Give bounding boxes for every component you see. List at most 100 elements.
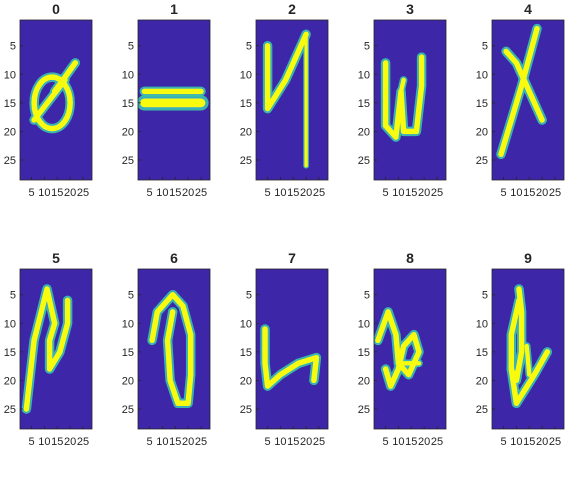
y-tick-label: 20: [358, 375, 370, 387]
axes-box: [255, 19, 329, 181]
x-tick-label: 15: [169, 436, 181, 448]
y-tick-label: 10: [4, 69, 16, 81]
x-tick-label: 15: [287, 187, 299, 199]
y-tick-label: 25: [240, 404, 252, 416]
axes-box: [137, 268, 211, 430]
x-tick-label: 20: [418, 187, 430, 199]
y-tick-label: 5: [482, 290, 488, 302]
y-tick-label: 15: [358, 347, 370, 359]
y-tick-label: 25: [240, 155, 252, 167]
x-tick-label: 10: [510, 187, 522, 199]
x-tick-label: 10: [392, 187, 404, 199]
x-tick-label: 20: [536, 436, 548, 448]
digit-stroke: [508, 286, 525, 384]
digit-stroke: [524, 343, 532, 377]
y-tick-label: 15: [358, 98, 370, 110]
panel-title: 2: [288, 1, 296, 17]
y-tick-label: 20: [358, 126, 370, 138]
panel-title: 0: [52, 1, 60, 17]
y-tick-label: 5: [364, 290, 370, 302]
x-tick-label: 5: [147, 187, 153, 199]
digit-stroke: [262, 326, 320, 389]
x-tick-label: 25: [549, 436, 561, 448]
x-tick-label: 5: [383, 436, 389, 448]
digit-stroke: [382, 54, 425, 140]
x-tick-label: 10: [392, 436, 404, 448]
digit-stroke: [31, 74, 73, 132]
y-tick-label: 20: [240, 126, 252, 138]
y-tick-label: 15: [4, 98, 16, 110]
x-tick-label: 15: [169, 187, 181, 199]
x-tick-label: 10: [510, 436, 522, 448]
digit-strokes: [138, 86, 209, 111]
axes-box: [491, 19, 565, 181]
x-tick-label: 10: [156, 436, 168, 448]
y-tick-label: 25: [4, 404, 16, 416]
axes-box: [19, 268, 93, 430]
x-tick-label: 20: [418, 436, 430, 448]
x-tick-label: 25: [431, 187, 443, 199]
panel-title: 3: [406, 1, 414, 17]
digit-strokes: [506, 284, 553, 409]
x-tick-label: 25: [195, 436, 207, 448]
y-tick-label: 10: [122, 318, 134, 330]
x-tick-label: 20: [182, 436, 194, 448]
y-tick-label: 15: [240, 98, 252, 110]
x-tick-label: 10: [274, 187, 286, 199]
x-tick-label: 5: [29, 187, 35, 199]
x-tick-label: 15: [51, 187, 63, 199]
y-tick-label: 20: [4, 375, 16, 387]
x-tick-label: 25: [549, 187, 561, 199]
axes-box: [255, 268, 329, 430]
digit-stroke: [398, 77, 406, 94]
y-tick-label: 20: [122, 375, 134, 387]
y-tick-label: 10: [476, 69, 488, 81]
y-tick-label: 10: [240, 318, 252, 330]
panel-title: 9: [524, 250, 532, 266]
x-tick-label: 15: [523, 436, 535, 448]
y-tick-label: 20: [476, 375, 488, 387]
axes-box: [137, 19, 211, 181]
x-tick-label: 20: [182, 187, 194, 199]
x-tick-label: 5: [265, 187, 271, 199]
y-tick-label: 20: [122, 126, 134, 138]
x-tick-label: 10: [38, 436, 50, 448]
digit-strokes: [262, 29, 311, 169]
panel-title: 4: [524, 1, 532, 17]
digit-stroke: [149, 291, 194, 407]
y-tick-label: 25: [122, 404, 134, 416]
image-background: [374, 269, 446, 429]
digit-stroke: [264, 31, 309, 112]
x-tick-label: 15: [405, 436, 417, 448]
y-tick-label: 5: [10, 41, 16, 53]
x-tick-label: 25: [77, 436, 89, 448]
y-tick-label: 15: [476, 347, 488, 359]
digit-stroke: [503, 48, 545, 123]
y-tick-label: 5: [246, 290, 252, 302]
panel-title: 5: [52, 250, 60, 266]
digit-strokes: [147, 289, 196, 409]
y-tick-label: 25: [476, 155, 488, 167]
x-tick-label: 5: [501, 436, 507, 448]
y-tick-label: 15: [4, 347, 16, 359]
x-tick-label: 5: [383, 187, 389, 199]
digit-strokes: [21, 284, 73, 414]
x-tick-label: 15: [287, 436, 299, 448]
digit-strokes: [260, 324, 322, 391]
y-tick-label: 20: [4, 126, 16, 138]
panel-title: 6: [170, 250, 178, 266]
axes-box: [373, 268, 447, 430]
digit-strokes: [496, 23, 547, 160]
y-tick-label: 25: [4, 155, 16, 167]
x-tick-label: 10: [274, 436, 286, 448]
y-tick-label: 10: [358, 318, 370, 330]
